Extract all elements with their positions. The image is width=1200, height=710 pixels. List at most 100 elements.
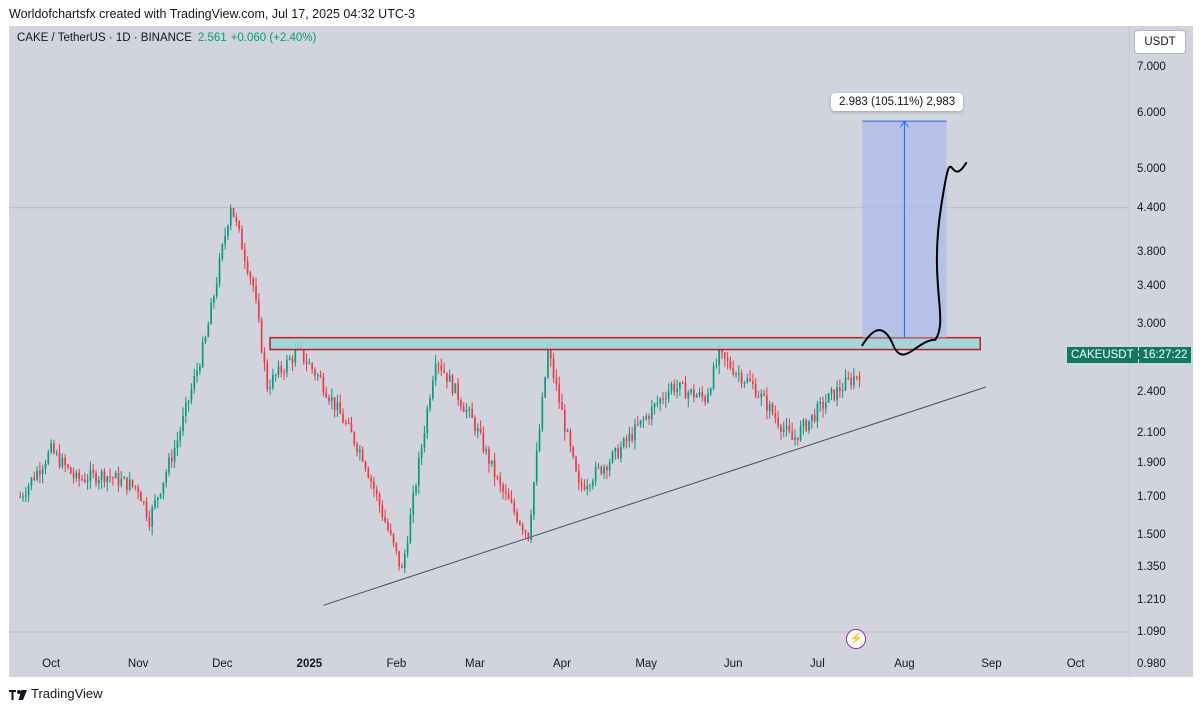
candle-body bbox=[302, 348, 305, 362]
candle-body bbox=[378, 494, 381, 506]
candle-body bbox=[535, 450, 538, 483]
candle-body bbox=[423, 433, 426, 448]
candle-body bbox=[361, 449, 364, 462]
candle-body bbox=[392, 534, 395, 544]
currency-button[interactable]: USDT bbox=[1134, 30, 1186, 54]
candle-body bbox=[516, 511, 518, 522]
candle-body bbox=[572, 446, 575, 457]
candle-body bbox=[681, 382, 684, 384]
candle-body bbox=[72, 473, 75, 478]
candle-body bbox=[552, 358, 555, 378]
candle-body bbox=[465, 409, 468, 412]
resistance-zone bbox=[269, 336, 981, 351]
candle-body bbox=[207, 324, 210, 338]
candle-body bbox=[816, 404, 819, 422]
candle-body bbox=[614, 448, 617, 453]
candle-body bbox=[286, 359, 288, 373]
y-tick-label: 3.400 bbox=[1137, 280, 1166, 293]
candle-body bbox=[493, 460, 496, 477]
candle-body bbox=[100, 471, 103, 480]
candle-body bbox=[142, 501, 145, 503]
candle-body bbox=[600, 466, 603, 474]
last-price: 2.561 bbox=[197, 32, 227, 44]
candle-body bbox=[170, 457, 173, 462]
candle-body bbox=[187, 400, 190, 403]
candle-body bbox=[235, 217, 238, 222]
candle-body bbox=[218, 258, 221, 284]
candle-body bbox=[443, 370, 445, 373]
y-tick-label: 7.000 bbox=[1137, 60, 1166, 73]
candle-body bbox=[277, 366, 280, 375]
candle-body bbox=[333, 397, 336, 410]
plot-area[interactable]: CAKE / TetherUS · 1D · BINANCE 2.561 +0.06… bbox=[9, 26, 1129, 677]
candle-body bbox=[693, 389, 695, 398]
candle-body bbox=[364, 461, 367, 469]
candle-body bbox=[330, 397, 333, 402]
candle-body bbox=[510, 499, 513, 503]
candle-body bbox=[575, 456, 577, 472]
candle-body bbox=[257, 300, 260, 320]
candle-body bbox=[97, 479, 100, 484]
candle-body bbox=[387, 522, 389, 530]
candle-body bbox=[137, 487, 139, 493]
candle-body bbox=[628, 433, 631, 442]
candle-body bbox=[698, 392, 701, 396]
x-tick-label: Oct bbox=[42, 658, 61, 670]
footer-brand[interactable]: TradingView bbox=[9, 686, 103, 701]
candle-body bbox=[241, 228, 243, 250]
price-tag-symbol: CAKEUSDT bbox=[1067, 347, 1138, 363]
candle-body bbox=[746, 378, 749, 383]
candle-body bbox=[440, 365, 443, 371]
candle-body bbox=[827, 393, 830, 403]
candle-body bbox=[577, 471, 580, 483]
candle-body bbox=[339, 402, 342, 414]
candle-body bbox=[319, 374, 322, 378]
lightning-bolt-icon[interactable]: ⚡ bbox=[846, 629, 866, 649]
candle-body bbox=[367, 468, 370, 478]
candle-body bbox=[732, 368, 735, 375]
candle-body bbox=[44, 463, 47, 469]
candle-body bbox=[625, 438, 628, 442]
candle-body bbox=[622, 438, 625, 448]
price-chart[interactable] bbox=[9, 26, 1129, 677]
candle-body bbox=[648, 415, 650, 420]
candle-body bbox=[86, 480, 89, 483]
candle-body bbox=[134, 485, 137, 488]
candle-body bbox=[213, 296, 215, 303]
candle-body bbox=[229, 208, 232, 226]
candle-body bbox=[844, 377, 847, 391]
candle-body bbox=[679, 382, 681, 389]
candle-body bbox=[75, 472, 78, 478]
x-tick-label: May bbox=[635, 658, 658, 670]
chart-frame: CAKE / TetherUS · 1D · BINANCE 2.561 +0.06… bbox=[9, 26, 1193, 677]
candle-body bbox=[353, 432, 356, 444]
candle-body bbox=[785, 425, 788, 429]
candle-body bbox=[617, 448, 619, 459]
candle-body bbox=[322, 377, 325, 393]
candle-body bbox=[263, 352, 266, 363]
candle-body bbox=[39, 470, 41, 475]
candle-body bbox=[566, 430, 569, 432]
candle-body bbox=[210, 302, 212, 325]
candle-body bbox=[294, 350, 297, 363]
candle-body bbox=[802, 420, 805, 427]
candle-body bbox=[580, 482, 583, 486]
candle-body bbox=[255, 286, 257, 301]
candle-body bbox=[41, 468, 44, 475]
candle-body bbox=[760, 393, 763, 398]
candle-body bbox=[634, 424, 636, 441]
y-tick-label: 6.000 bbox=[1137, 107, 1166, 120]
candle-body bbox=[524, 530, 527, 533]
candle-body bbox=[47, 452, 50, 464]
candle-body bbox=[308, 363, 311, 365]
candle-body bbox=[109, 476, 111, 478]
candle-body bbox=[185, 402, 187, 416]
candle-body bbox=[325, 392, 328, 398]
candle-body bbox=[513, 502, 516, 512]
candle-body bbox=[721, 348, 723, 353]
candle-body bbox=[656, 403, 659, 405]
candle-body bbox=[434, 363, 437, 381]
candle-body bbox=[64, 457, 66, 466]
candle-body bbox=[594, 466, 597, 482]
candle-body bbox=[665, 398, 667, 400]
